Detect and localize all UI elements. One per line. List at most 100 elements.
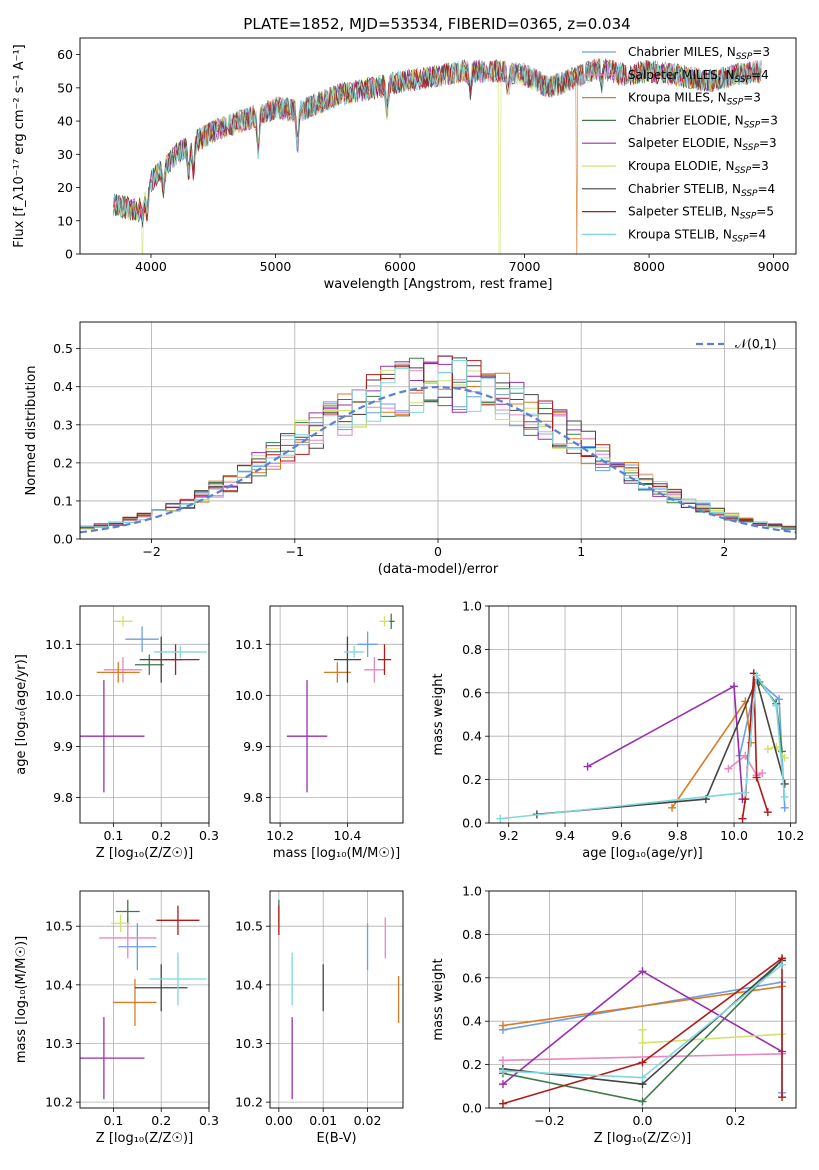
axes-frame <box>269 605 404 824</box>
x-axis-label: Z [log₁₀(Z/Z☉)] <box>594 1131 691 1146</box>
plot-area-age_vs_Z <box>80 616 207 793</box>
x-tick-label: 5000 <box>260 259 292 274</box>
y-tick-label: 10.3 <box>235 1036 263 1051</box>
legend-subscript: SSP <box>727 98 744 108</box>
y-axis-label: mass [log₁₀(M/M☉)] <box>14 936 29 1063</box>
panel-mass_vs_Z: 0.1 0.2 0.3 10.2 10.3 10.4 10.5 Z [log₁₀(Z/Z☉)]… <box>14 890 219 1146</box>
y-tick-label: 0.4 <box>462 1014 482 1029</box>
x-axis-label: wavelength [Angstrom, rest frame] <box>324 277 553 292</box>
y-tick-label: 20 <box>57 180 73 195</box>
weight-line-salpeter_miles <box>502 1053 783 1062</box>
legend-entry-kroupa_miles: Kroupa MILES, NSSP=3 <box>628 91 761 108</box>
x-tick-label: 4000 <box>135 259 167 274</box>
legend-entry-salpeter_stelib: Salpeter STELIB, NSSP=5 <box>628 205 774 222</box>
weight-marker-kroupa_stelib <box>741 788 750 797</box>
weight-marker-salpeter_stelib <box>498 1099 507 1108</box>
x-tick-label: 0.3 <box>199 828 219 843</box>
y-tick-label: 9.9 <box>243 739 263 754</box>
y-tick-label: 50 <box>57 80 73 95</box>
x-axis-label: mass [log₁₀(M/M☉)] <box>273 846 400 861</box>
x-axis-label: Z [log₁₀(Z/Z☉)] <box>96 846 193 861</box>
x-tick-label: −0.2 <box>534 1113 564 1128</box>
weight-marker-salpeter_stelib <box>638 1058 647 1067</box>
y-tick-label: 9.9 <box>53 739 73 754</box>
y-tick-label: 1.0 <box>462 599 482 614</box>
y-tick-label: 0.0 <box>462 816 482 831</box>
x-tick-label: 0.2 <box>726 1113 746 1128</box>
y-tick-label: 0.8 <box>462 642 482 657</box>
y-axis-label: Normed distribution <box>24 366 39 496</box>
weight-marker-salpeter_stelib <box>763 808 772 817</box>
legend-nssp: =3 <box>743 91 761 105</box>
x-tick-label: 10.2 <box>776 828 804 843</box>
x-tick-label: 9000 <box>758 259 790 274</box>
y-tick-label: 10.4 <box>45 977 73 992</box>
y-tick-label: 10.1 <box>45 637 73 652</box>
x-tick-label: 9.2 <box>499 828 519 843</box>
legend-nssp: =5 <box>756 205 774 219</box>
y-tick-label: 10.2 <box>45 1095 73 1110</box>
y-tick-label: 10.0 <box>235 688 263 703</box>
weight-marker-kroupa_stelib <box>498 1067 507 1076</box>
legend-subscript: SSP <box>735 75 752 85</box>
y-tick-label: 10.0 <box>45 688 73 703</box>
plot-area-mass_vs_Z <box>80 899 207 1100</box>
y-tick-label: 0.0 <box>462 1101 482 1116</box>
y-axis-label: mass weight <box>431 673 446 755</box>
legend-entry-salpeter_miles: Salpeter MILES, NSSP=4 <box>628 68 769 85</box>
legend: Chabrier MILES, NSSP=3 Salpeter MILES, NS… <box>582 45 778 244</box>
axes-frame <box>79 37 797 255</box>
weight-line-chabrier_stelib <box>536 677 786 816</box>
legend-subscript: SSP <box>744 120 761 130</box>
weight-marker-kroupa_stelib <box>778 960 787 969</box>
y-tick-label: 10.4 <box>235 977 263 992</box>
weight-marker-salpeter_elodie <box>730 682 739 691</box>
axes-frame <box>488 605 797 824</box>
x-axis-label: age [log₁₀(age/yr)] <box>582 846 703 861</box>
spectrum-line-salpeter_stelib <box>113 58 762 221</box>
x-axis-label: E(B-V) <box>316 1131 356 1146</box>
weight-marker-kroupa_miles <box>498 1021 507 1030</box>
panel-age_vs_Z: 0.1 0.2 0.3 9.8 9.9 10.0 10.1 Z [log₁₀(Z/Z☉)] ag… <box>14 605 219 861</box>
weight-marker-salpeter_stelib <box>752 773 761 782</box>
axes-frame <box>79 890 210 1109</box>
legend-entry-chabrier_stelib: Chabrier STELIB, NSSP=4 <box>628 182 775 199</box>
y-tick-label: 0.2 <box>53 455 73 470</box>
legend-nssp: =4 <box>758 182 776 196</box>
weight-line-salpeter_elodie <box>587 685 744 800</box>
axes-frame <box>488 890 797 1109</box>
x-tick-label: −2 <box>142 544 160 559</box>
panel-weight_vs_Z: −0.2 0.0 0.2 0.0 0.2 0.4 0.6 0.8 1.0 Z [log₁₀(Z/Z… <box>431 884 797 1146</box>
y-tick-label: 10.1 <box>235 637 263 652</box>
plot-area-weight_vs_age <box>496 669 789 823</box>
weight-marker-chabrier_miles <box>775 695 784 704</box>
y-tick-label: 0 <box>65 247 73 262</box>
weight-marker-salpeter_stelib <box>738 814 747 823</box>
legend-entry-kroupa_stelib: Kroupa STELIB, NSSP=4 <box>628 227 766 244</box>
x-tick-label: 0 <box>434 544 442 559</box>
x-axis-label: (data-model)/error <box>378 562 499 577</box>
x-tick-label: 2 <box>720 544 728 559</box>
axes-frame <box>79 605 210 824</box>
plot-area-spectrum <box>113 58 762 254</box>
x-tick-label: 0.2 <box>151 1113 171 1128</box>
weight-marker-kroupa_stelib <box>772 701 781 710</box>
axes-frame <box>269 890 404 1109</box>
legend-entry-kroupa_elodie: Kroupa ELODIE, NSSP=3 <box>628 159 769 176</box>
y-axis-label: mass weight <box>431 958 446 1040</box>
x-tick-label: 10.0 <box>720 828 748 843</box>
legend-subscript: SSP <box>742 143 759 153</box>
plot-area-age_vs_mass <box>286 613 395 793</box>
y-tick-label: 0.5 <box>53 341 73 356</box>
x-tick-label: 6000 <box>384 259 416 274</box>
weight-marker-salpeter_elodie <box>498 1080 507 1089</box>
weight-marker-kroupa_miles <box>668 803 677 812</box>
y-tick-label: 10.5 <box>45 919 73 934</box>
y-tick-label: 0.3 <box>53 417 73 432</box>
y-tick-label: 0.6 <box>462 685 482 700</box>
axes-frame <box>79 321 797 540</box>
weight-marker-kroupa_elodie <box>763 745 772 754</box>
weight-marker-kroupa_stelib <box>752 671 761 680</box>
y-tick-label: 0.4 <box>53 379 73 394</box>
x-tick-label: 10.2 <box>266 828 294 843</box>
